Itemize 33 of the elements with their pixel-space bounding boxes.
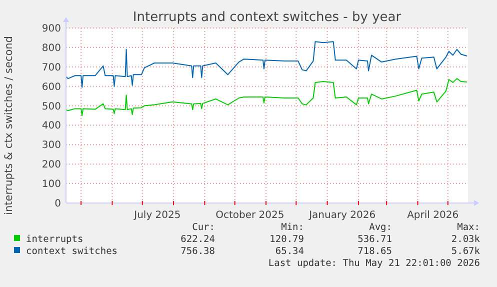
text: Max: — [457, 222, 480, 233]
text: 5.67k — [451, 246, 480, 257]
y-axis-title: interrupts & ctx switches / second — [3, 36, 15, 215]
y-tick-label: 0 — [54, 198, 61, 210]
chart-title: Interrupts and context switches - by year — [132, 10, 402, 25]
y-tick-label: 200 — [42, 160, 61, 171]
text: Avg: — [369, 222, 392, 233]
text: 120.79 — [270, 234, 304, 245]
text: 718.65 — [358, 246, 392, 257]
text: 2.03k — [451, 234, 480, 245]
y-tick-label: 900 — [42, 24, 61, 34]
legend-label: context switches — [26, 246, 118, 257]
x-tick-label: October 2025 — [216, 210, 284, 221]
text: 536.71 — [358, 234, 392, 245]
y-tick-label: 500 — [42, 101, 61, 112]
y-tick-label: 600 — [42, 82, 61, 93]
text: Last update: Thu May 21 22:01:00 2026 — [268, 258, 480, 269]
legend-label: interrupts — [26, 234, 84, 245]
x-tick-label: January 2026 — [308, 210, 376, 221]
line-series — [66, 78, 468, 116]
y-tick-label: 700 — [42, 62, 61, 74]
text: 756.38 — [180, 246, 216, 257]
line-series — [66, 41, 468, 88]
x-tick-label: April 2026 — [407, 210, 459, 221]
text: Cur: — [192, 222, 215, 233]
y-tick-label: 100 — [42, 179, 61, 190]
y-tick-label: 300 — [42, 140, 61, 152]
y-tick-label: 800 — [42, 42, 61, 54]
x-tick-label: July 2025 — [133, 210, 181, 221]
text: 65.34 — [275, 246, 304, 257]
y-tick-label: 400 — [42, 120, 61, 132]
text: Min: — [281, 222, 304, 233]
text: 622.24 — [180, 234, 216, 245]
